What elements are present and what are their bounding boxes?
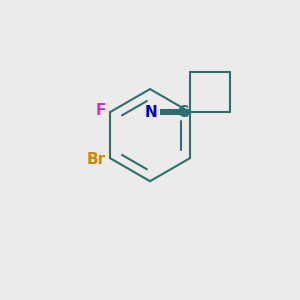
Text: F: F	[95, 103, 106, 118]
Text: Br: Br	[86, 152, 106, 167]
Text: C: C	[177, 105, 188, 120]
Text: N: N	[145, 105, 158, 120]
